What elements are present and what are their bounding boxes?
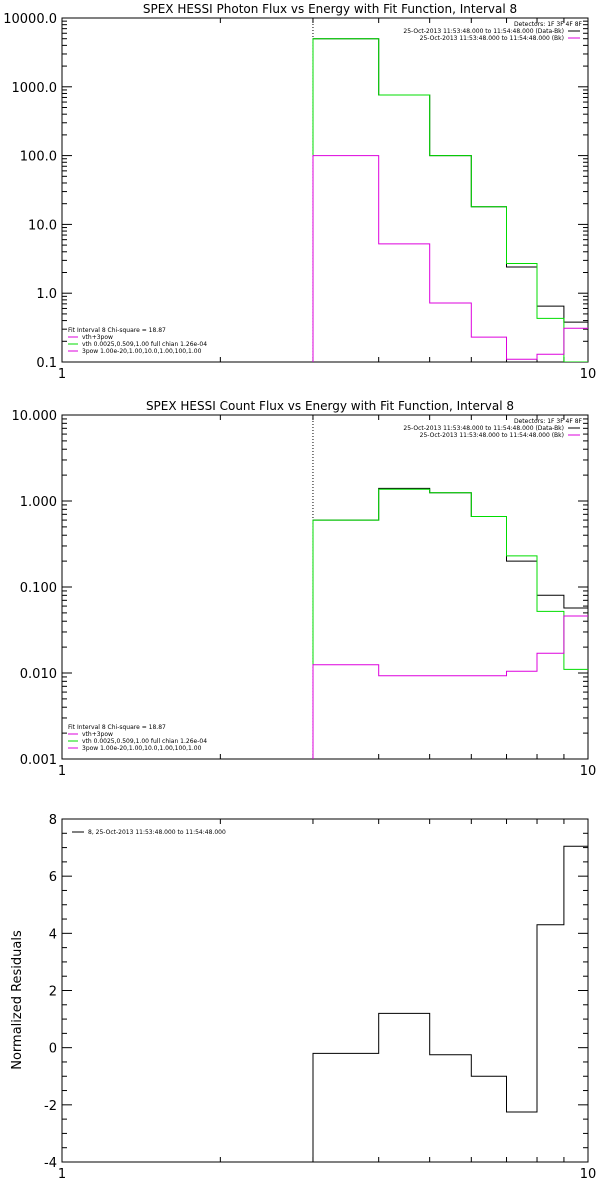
- y-tick-label: 0.001: [20, 753, 57, 768]
- legend-entry-data: 25-Oct-2013 11:53:48.000 to 11:54:48.000…: [403, 28, 564, 35]
- y-tick-label: -2: [44, 1099, 57, 1114]
- series-line-1: [312, 487, 588, 759]
- fit-legend-entry: vth 0.0025,0.509,1.00 full chian 1.26e-0…: [82, 341, 207, 348]
- fit-legend-entry: vth+3pow: [82, 334, 113, 341]
- y-tick-label: 0.100: [20, 581, 57, 596]
- fit-legend-entry: 3pow 1.00e-20,1.00,10.0,1.00,100,1.00: [82, 745, 202, 752]
- residuals-ylabel: Normalized Residuals: [10, 930, 25, 1070]
- y-tick-label: 1.000: [20, 495, 57, 510]
- fit-legend-entry: 3pow 1.00e-20,1.00,10.0,1.00,100,1.00: [82, 348, 202, 355]
- photon-flux-plot: SPEX HESSI Photon Flux vs Energy with Fi…: [3, 2, 597, 380]
- plot-frame: [61, 17, 589, 363]
- x-tick-label: 1: [58, 367, 66, 380]
- y-tick-label: 0: [49, 1042, 57, 1057]
- legend-entry-background: 25-Oct-2013 11:53:48.000 to 11:54:48.000…: [420, 35, 564, 42]
- y-tick-label: 1.0: [36, 287, 57, 302]
- legend-entry-background: 25-Oct-2013 11:53:48.000 to 11:54:48.000…: [420, 432, 564, 439]
- legend-detectors: Detectors: 1F 3F 4F 8F: [514, 21, 583, 28]
- series-line-2: [312, 38, 588, 362]
- y-tick-label: 10000.0: [3, 12, 57, 27]
- series-line-1: [312, 845, 588, 1162]
- fit-info: Fit Interval 8 Chi-square = 18.87: [68, 724, 166, 731]
- x-tick-label: 10: [580, 1167, 597, 1182]
- y-tick-label: 10.000: [12, 409, 58, 424]
- x-tick-label: 10: [580, 367, 597, 380]
- y-tick-label: 6: [49, 870, 57, 885]
- fit-legend-entry: vth+3pow: [82, 731, 113, 738]
- legend-entry-residual: 8, 25-Oct-2013 11:53:48.000 to 11:54:48.…: [88, 829, 226, 836]
- y-tick-label: -4: [44, 1156, 57, 1171]
- y-tick-label: 100.0: [20, 150, 57, 165]
- plot-frame: [61, 414, 589, 760]
- y-tick-label: 4: [49, 927, 57, 942]
- series-line-1: [312, 38, 588, 362]
- x-tick-label: 10: [580, 764, 597, 779]
- photon-plot-title: SPEX HESSI Photon Flux vs Energy with Fi…: [143, 2, 517, 16]
- series-line-3: [312, 155, 588, 362]
- count-flux-plot: SPEX HESSI Count Flux vs Energy with Fit…: [12, 399, 597, 779]
- y-tick-label: 0.1: [36, 356, 57, 371]
- x-tick-label: 1: [58, 764, 66, 779]
- x-tick-label: 1: [58, 1167, 66, 1182]
- y-tick-label: 8: [49, 813, 57, 828]
- fit-info: Fit Interval 8 Chi-square = 18.87: [68, 327, 166, 334]
- y-tick-label: 2: [49, 985, 57, 1000]
- y-tick-label: 1000.0: [12, 81, 58, 96]
- residuals-plot: Normalized Residuals 1 10 -4 -2 0 2 4 6 8 8, 25-O…: [10, 813, 597, 1182]
- series-line-2: [312, 488, 588, 759]
- y-tick-label: 10.0: [28, 218, 57, 233]
- count-plot-title: SPEX HESSI Count Flux vs Energy with Fit…: [146, 399, 514, 413]
- y-tick-label: 0.010: [20, 667, 57, 682]
- legend-entry-data: 25-Oct-2013 11:53:48.000 to 11:54:48.000…: [403, 425, 564, 432]
- plot-frame: [61, 818, 589, 1163]
- series-line-3: [312, 615, 588, 759]
- fit-legend-entry: vth 0.0025,0.509,1.00 full chian 1.26e-0…: [82, 738, 207, 745]
- legend-detectors: Detectors: 1F 3F 4F 8F: [514, 418, 583, 425]
